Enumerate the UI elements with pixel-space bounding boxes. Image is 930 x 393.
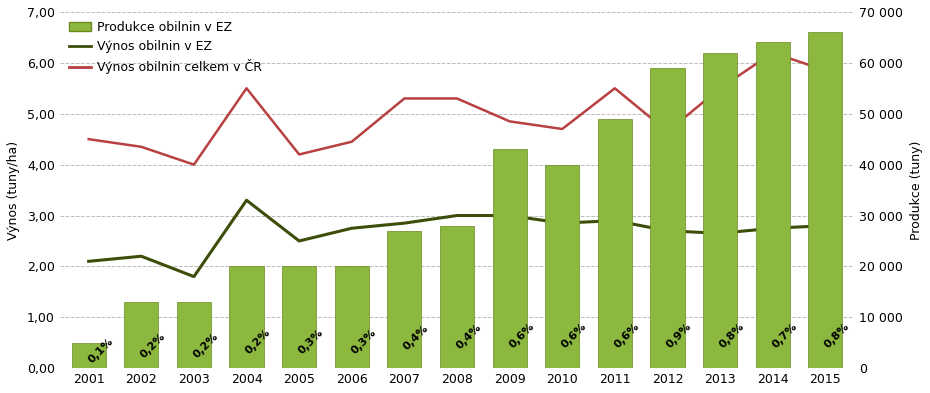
Výnos obilnin celkem v ČR <box>609 86 620 91</box>
Text: 0,4%: 0,4% <box>455 322 484 351</box>
Bar <box>650 68 684 368</box>
Výnos obilnin v EZ <box>714 231 725 236</box>
Bar <box>703 53 737 368</box>
Výnos obilnin celkem v ČR <box>767 50 778 55</box>
Výnos obilnin celkem v ČR <box>189 162 200 167</box>
Bar <box>493 149 526 368</box>
Výnos obilnin v EZ <box>609 218 620 223</box>
Text: 0,4%: 0,4% <box>402 323 431 352</box>
Legend: Produkce obilnin v EZ, Výnos obilnin v EZ, Výnos obilnin celkem v ČR: Produkce obilnin v EZ, Výnos obilnin v E… <box>63 16 267 79</box>
Výnos obilnin v EZ <box>294 239 305 243</box>
Bar <box>387 231 421 368</box>
Výnos obilnin v EZ <box>189 274 200 279</box>
Bar <box>545 165 579 368</box>
Výnos obilnin celkem v ČR <box>399 96 410 101</box>
Bar <box>282 266 316 368</box>
Text: 0,6%: 0,6% <box>507 321 536 351</box>
Výnos obilnin v EZ <box>504 213 515 218</box>
Výnos obilnin v EZ <box>819 223 830 228</box>
Text: 0,2%: 0,2% <box>139 331 167 360</box>
Bar <box>230 266 263 368</box>
Text: 0,7%: 0,7% <box>770 321 799 351</box>
Text: 0,1%: 0,1% <box>86 336 115 365</box>
Text: 0,2%: 0,2% <box>192 331 220 360</box>
Text: 0,8%: 0,8% <box>717 321 746 351</box>
Výnos obilnin v EZ <box>83 259 94 264</box>
Line: Výnos obilnin v EZ: Výnos obilnin v EZ <box>88 200 825 277</box>
Y-axis label: Produkce (tuny): Produkce (tuny) <box>910 140 923 240</box>
Výnos obilnin celkem v ČR <box>714 86 725 91</box>
Text: 0,6%: 0,6% <box>560 321 589 351</box>
Výnos obilnin v EZ <box>662 228 673 233</box>
Bar <box>440 226 474 368</box>
Výnos obilnin v EZ <box>241 198 252 203</box>
Text: 0,8%: 0,8% <box>823 321 852 351</box>
Výnos obilnin v EZ <box>136 254 147 259</box>
Bar <box>177 302 211 368</box>
Text: 0,9%: 0,9% <box>665 321 694 351</box>
Výnos obilnin celkem v ČR <box>451 96 462 101</box>
Výnos obilnin celkem v ČR <box>504 119 515 124</box>
Bar <box>72 343 106 368</box>
Bar <box>335 266 369 368</box>
Bar <box>125 302 158 368</box>
Text: 0,3%: 0,3% <box>297 327 326 356</box>
Y-axis label: Výnos (tuny/ha): Výnos (tuny/ha) <box>7 141 20 240</box>
Bar <box>598 119 632 368</box>
Bar <box>808 32 843 368</box>
Text: 0,6%: 0,6% <box>612 321 641 351</box>
Výnos obilnin celkem v ČR <box>136 145 147 149</box>
Výnos obilnin v EZ <box>557 221 568 226</box>
Výnos obilnin celkem v ČR <box>83 137 94 141</box>
Výnos obilnin v EZ <box>451 213 462 218</box>
Výnos obilnin celkem v ČR <box>241 86 252 91</box>
Výnos obilnin celkem v ČR <box>346 140 357 144</box>
Text: 0,3%: 0,3% <box>349 327 378 356</box>
Výnos obilnin celkem v ČR <box>819 68 830 73</box>
Výnos obilnin v EZ <box>399 221 410 226</box>
Výnos obilnin celkem v ČR <box>294 152 305 157</box>
Výnos obilnin celkem v ČR <box>662 129 673 134</box>
Line: Výnos obilnin celkem v ČR: Výnos obilnin celkem v ČR <box>88 53 825 165</box>
Výnos obilnin v EZ <box>346 226 357 231</box>
Bar <box>755 42 790 368</box>
Výnos obilnin celkem v ČR <box>557 127 568 131</box>
Text: 0,2%: 0,2% <box>244 327 272 356</box>
Výnos obilnin v EZ <box>767 226 778 231</box>
